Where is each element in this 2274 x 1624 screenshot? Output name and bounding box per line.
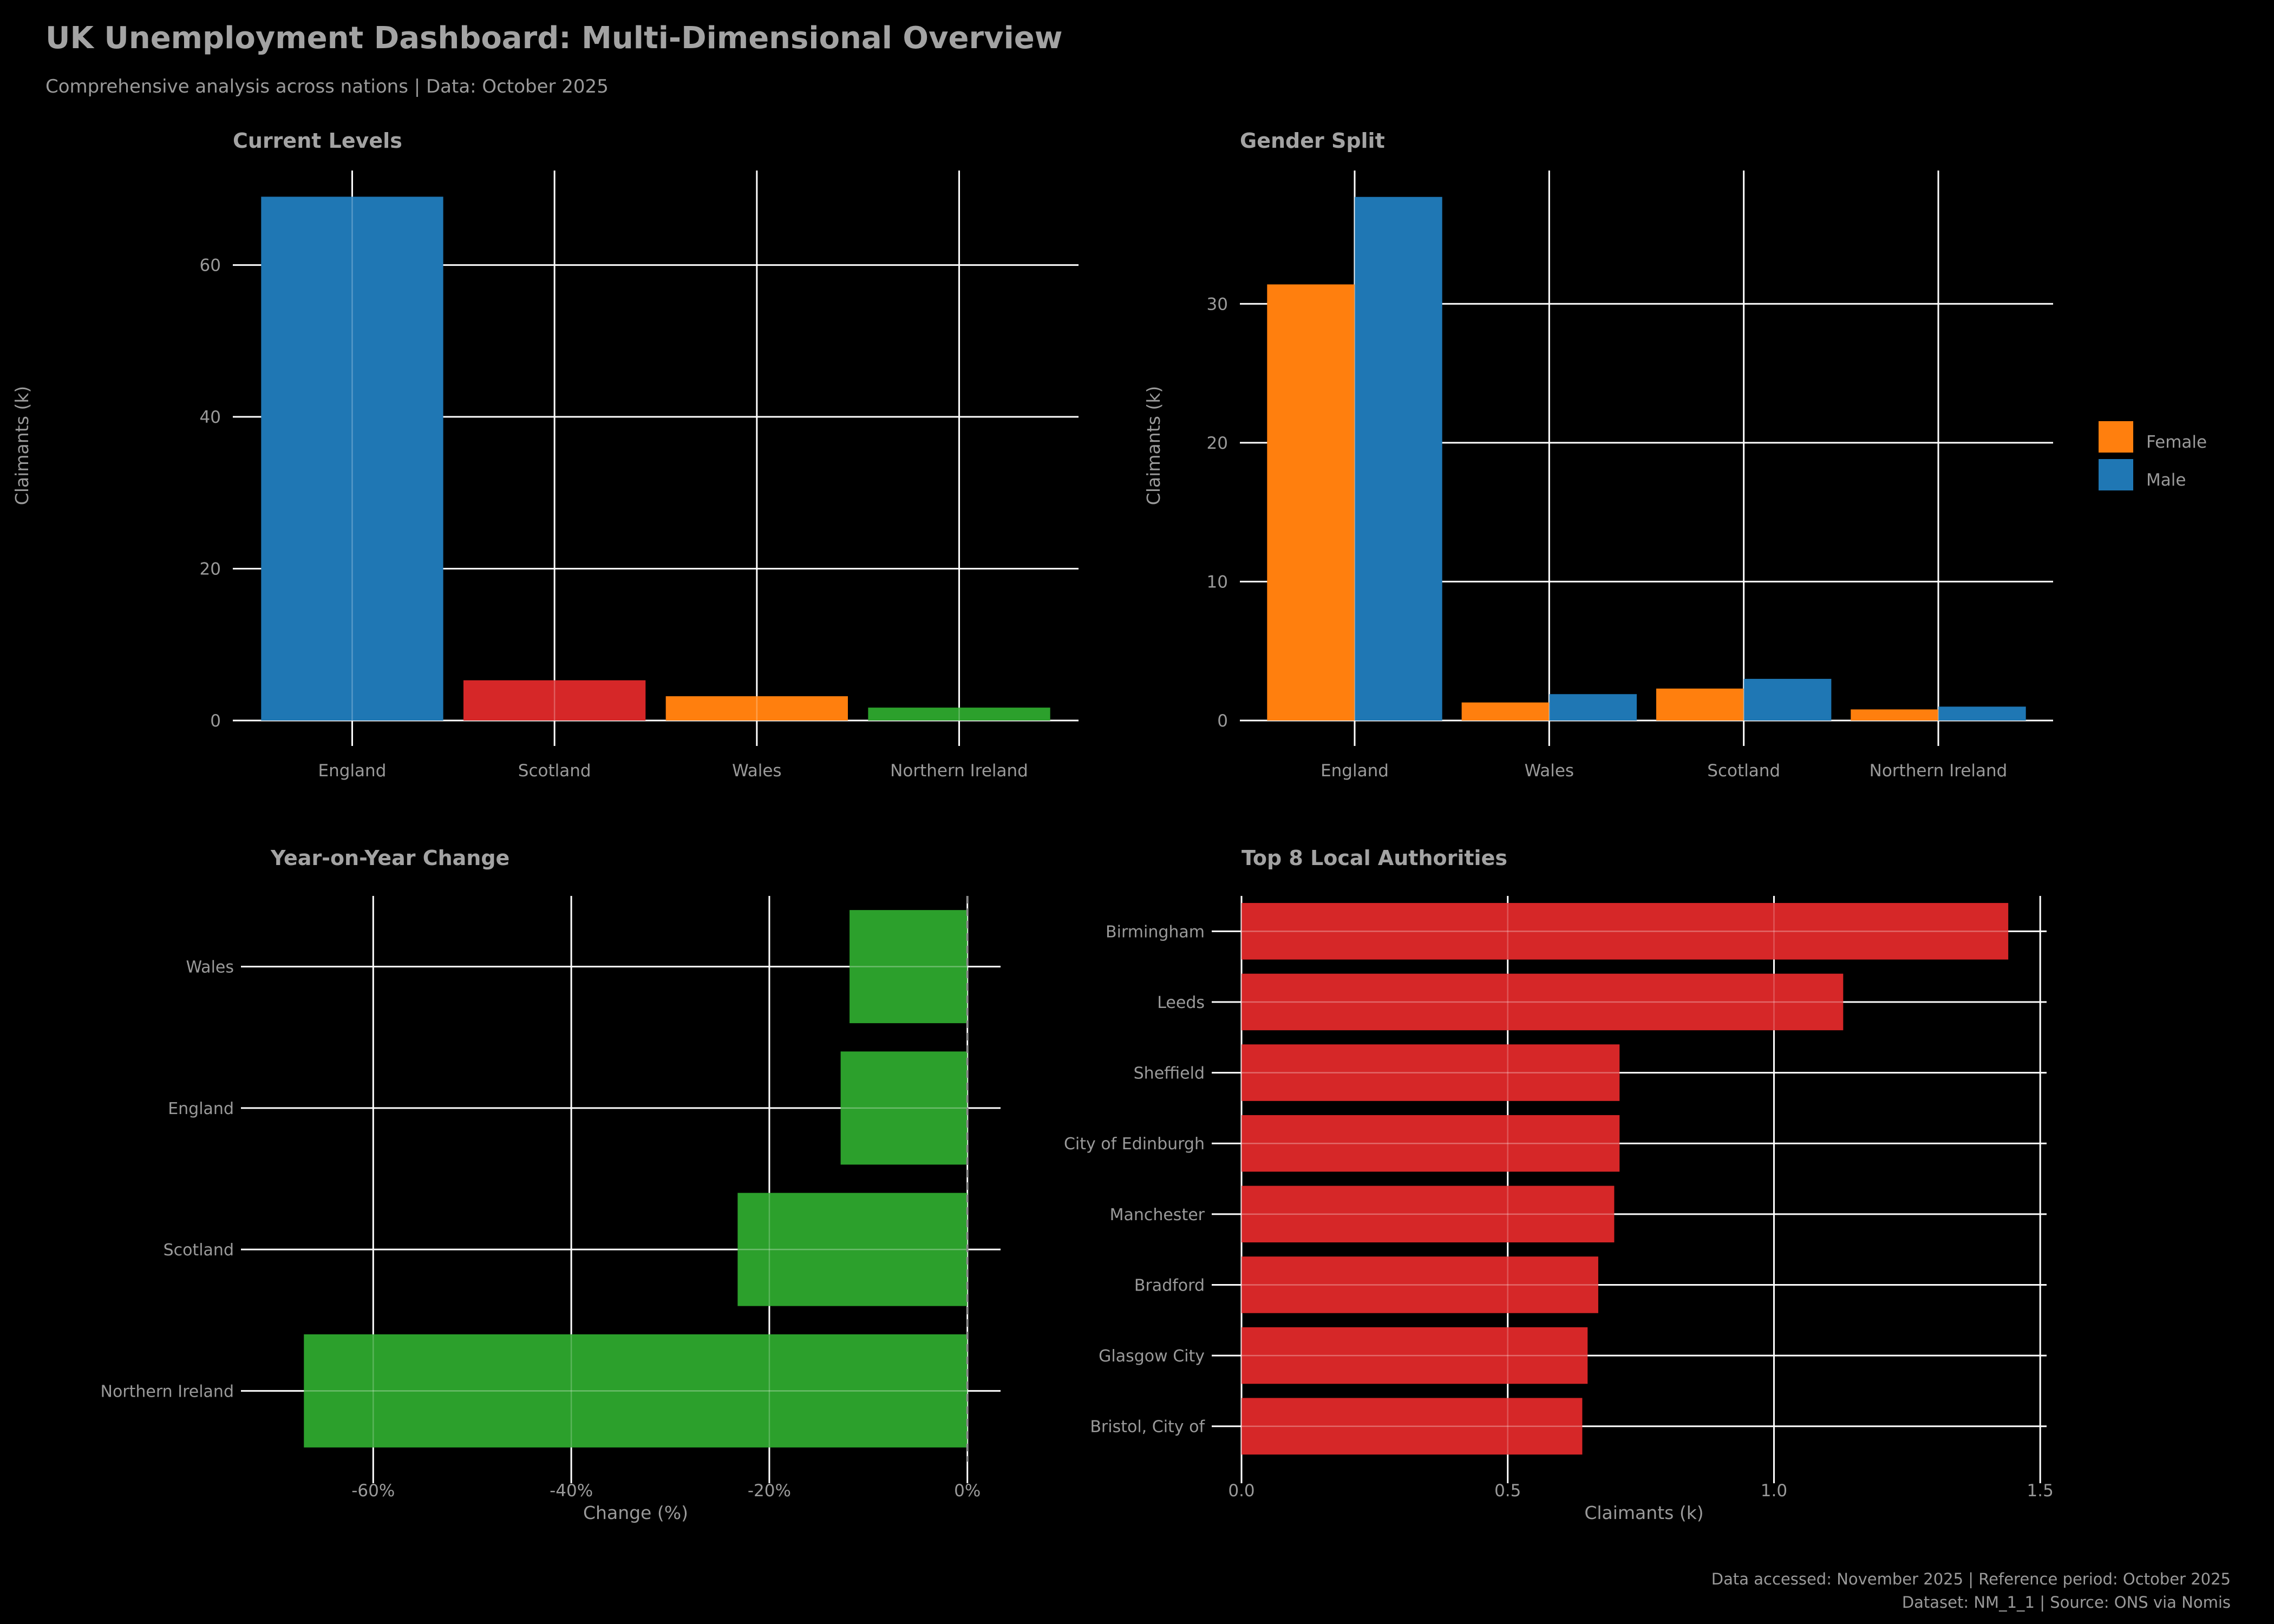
legend-label-female: Female bbox=[2146, 433, 2207, 452]
bar-england bbox=[261, 197, 443, 721]
x-tick-label-northern-ireland: Northern Ireland bbox=[1870, 761, 2008, 781]
bar-england bbox=[840, 1051, 968, 1165]
x-tick-label-northern-ireland: Northern Ireland bbox=[890, 761, 1028, 781]
chart-title-current-levels: Current Levels bbox=[233, 129, 402, 153]
bar-female-scotland bbox=[1656, 688, 1744, 721]
x-tick-label-wales: Wales bbox=[732, 761, 782, 781]
bar-female-england bbox=[1267, 284, 1355, 721]
y-category-label-england: England bbox=[168, 1099, 234, 1118]
chart-title-top-authorities: Top 8 Local Authorities bbox=[1241, 846, 1507, 870]
x-tick-label-1-0: 1.0 bbox=[1761, 1481, 1787, 1501]
x-tick-label-0-5: 0.5 bbox=[1494, 1481, 1521, 1501]
x-tick-label-1-5: 1.5 bbox=[2027, 1481, 2054, 1501]
y-tick-label-30: 30 bbox=[1207, 294, 1228, 314]
y-tick-label-60: 60 bbox=[200, 256, 221, 276]
chart-title-yoy-change: Year-on-Year Change bbox=[270, 846, 509, 870]
x-tick-label-0: 0% bbox=[954, 1481, 981, 1501]
bar-male-northern-ireland bbox=[1938, 706, 2026, 721]
y-axis-label-current-levels: Claimants (k) bbox=[11, 386, 32, 505]
bar-male-england bbox=[1355, 197, 1442, 721]
footer-line-2: Dataset: NM_1_1 | Source: ONS via Nomis bbox=[1901, 1593, 2231, 1612]
bar-northern-ireland bbox=[304, 1334, 968, 1448]
bar-sheffield bbox=[1241, 1044, 1620, 1101]
y-category-label-manchester: Manchester bbox=[1110, 1206, 1205, 1224]
y-category-label-sheffield: Sheffield bbox=[1134, 1064, 1205, 1083]
bar-manchester bbox=[1241, 1186, 1615, 1243]
y-category-label-birmingham: Birmingham bbox=[1106, 922, 1205, 941]
chart-title-gender-split: Gender Split bbox=[1240, 129, 1385, 153]
footer: Data accessed: November 2025 | Reference… bbox=[1711, 1568, 2231, 1614]
y-axis-label-gender-split: Claimants (k) bbox=[1143, 386, 1164, 505]
bar-female-wales bbox=[1461, 702, 1550, 721]
x-axis-label-yoy-change: Change (%) bbox=[583, 1502, 688, 1523]
bar-female-northern-ireland bbox=[1851, 709, 1938, 721]
legend-swatch-female bbox=[2099, 421, 2133, 453]
y-category-label-city-of-edinburgh: City of Edinburgh bbox=[1064, 1135, 1205, 1154]
x-tick-label-scotland: Scotland bbox=[518, 761, 591, 781]
y-category-label-bradford: Bradford bbox=[1134, 1276, 1205, 1295]
chart-top-authorities: 0.0 0.5 1.0 1.5 Birmingham Leeds Sheffield City… bbox=[1064, 846, 2054, 1523]
x-tick-label-20: -20% bbox=[748, 1481, 791, 1501]
bar-city-of-edinburgh bbox=[1241, 1115, 1620, 1172]
x-tick-label-0-0: 0.0 bbox=[1228, 1481, 1254, 1501]
bar-birmingham bbox=[1241, 903, 2009, 960]
chart-current-levels: 0 20 40 60 England Scotland Wales Northern Irel… bbox=[11, 129, 1079, 781]
bar-male-scotland bbox=[1743, 679, 1832, 721]
bar-leeds bbox=[1241, 973, 1844, 1031]
chart-gender-split: 0 10 20 30 England Wales Scotland Northern Irel… bbox=[1143, 129, 2053, 781]
chart-yoy-change: -60% -40% -20% 0% Wales England Scotland Northe… bbox=[101, 846, 1001, 1523]
legend-label-male: Male bbox=[2146, 470, 2186, 490]
x-tick-label-england: England bbox=[318, 761, 387, 781]
y-category-label-scotland: Scotland bbox=[164, 1241, 234, 1260]
bar-bristol-city-of bbox=[1241, 1398, 1583, 1455]
x-tick-label-60: -60% bbox=[351, 1481, 395, 1501]
bar-glasgow-city bbox=[1241, 1327, 1588, 1384]
bar-northern-ireland bbox=[868, 708, 1050, 721]
x-tick-label-40: -40% bbox=[550, 1481, 593, 1501]
y-category-label-glasgow-city: Glasgow City bbox=[1099, 1347, 1205, 1366]
x-axis-label-top-authorities: Claimants (k) bbox=[1584, 1502, 1703, 1523]
x-tick-label-wales: Wales bbox=[1525, 761, 1574, 781]
y-tick-label-20: 20 bbox=[1207, 434, 1228, 453]
bar-wales bbox=[665, 696, 848, 721]
y-category-label-wales: Wales bbox=[186, 958, 234, 977]
bar-male-wales bbox=[1549, 694, 1637, 721]
bar-wales bbox=[850, 910, 968, 1024]
page-subtitle: Comprehensive analysis across nations | … bbox=[45, 76, 609, 97]
y-tick-label-0: 0 bbox=[210, 711, 221, 731]
page-title: UK Unemployment Dashboard: Multi-Dimensi… bbox=[45, 21, 1063, 56]
bar-bradford bbox=[1241, 1256, 1598, 1313]
y-tick-label-0: 0 bbox=[1217, 711, 1228, 731]
y-category-label-bristol-city-of: Bristol, City of bbox=[1090, 1418, 1205, 1437]
x-tick-label-scotland: Scotland bbox=[1707, 761, 1780, 781]
y-tick-label-40: 40 bbox=[200, 408, 221, 427]
y-tick-label-20: 20 bbox=[200, 560, 221, 579]
footer-line-1: Data accessed: November 2025 | Reference… bbox=[1711, 1570, 2231, 1588]
legend-swatch-male bbox=[2099, 459, 2133, 490]
y-category-label-leeds: Leeds bbox=[1157, 993, 1205, 1012]
bar-scotland bbox=[463, 680, 646, 721]
y-tick-label-10: 10 bbox=[1207, 572, 1228, 592]
bar-scotland bbox=[737, 1193, 968, 1306]
x-tick-label-england: England bbox=[1321, 761, 1389, 781]
y-category-label-northern-ireland: Northern Ireland bbox=[101, 1382, 234, 1401]
legend: Female Male bbox=[2099, 421, 2207, 490]
